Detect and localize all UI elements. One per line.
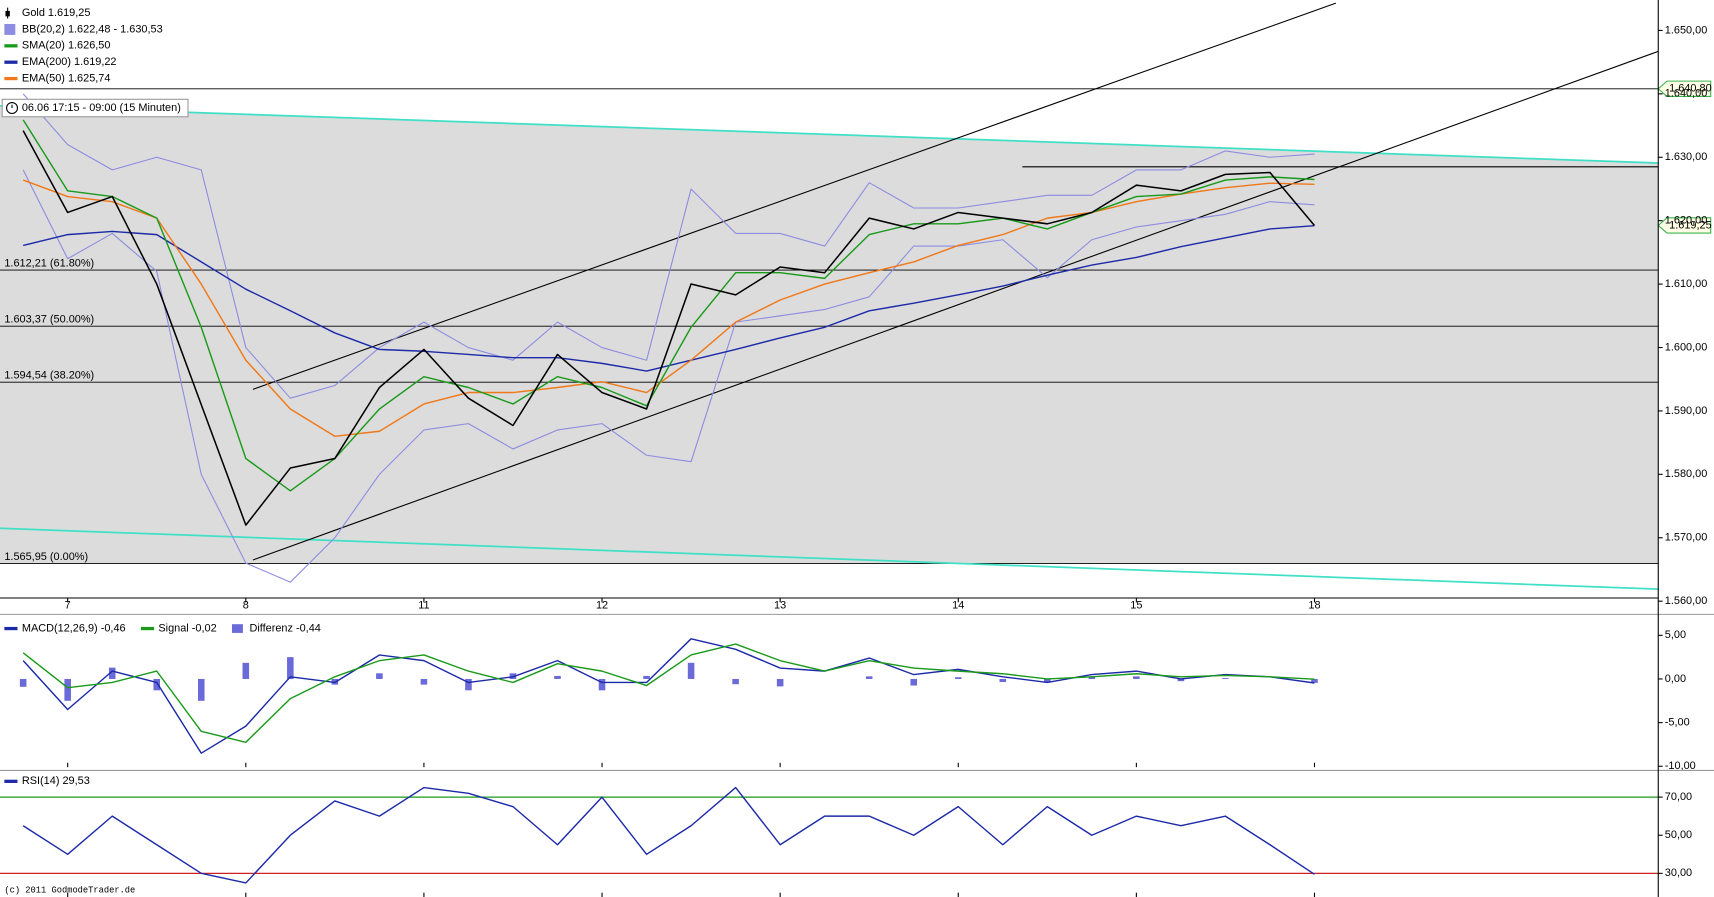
- legend-swatch: [5, 10, 10, 17]
- legend-swatch: [4, 76, 18, 81]
- histogram-bar: [954, 677, 962, 679]
- histogram-bar: [242, 662, 250, 679]
- legend-swatch: [4, 779, 18, 783]
- legend-swatch: [231, 624, 243, 633]
- histogram-bar: [999, 678, 1007, 683]
- bollinger-upper: [22, 93, 1315, 399]
- histogram-bar: [287, 657, 294, 679]
- histogram-bar: [643, 675, 650, 679]
- y-tick-label: 1.620,00: [1665, 215, 1708, 227]
- legend-swatch: [4, 24, 16, 35]
- trend-line: [0, 105, 1659, 164]
- price-tag-label: 1.619,25: [1669, 219, 1712, 231]
- histogram-bar: [19, 678, 27, 687]
- x-tick-label: 7: [65, 600, 71, 612]
- fib-label: 1.603,37 (50.00%): [4, 313, 94, 325]
- legend-label: Gold 1.619,25: [22, 7, 91, 19]
- legend-label: EMA(50) 1.625,74: [22, 72, 111, 84]
- legend-label: RSI(14) 29,53: [22, 775, 90, 787]
- fib-label: 1.594,54 (38.20%): [4, 369, 94, 381]
- price-tag: [1657, 80, 1712, 97]
- histogram-bar: [865, 676, 873, 679]
- trend-line: [252, 2, 1337, 390]
- legend-label: SMA(20) 1.626,50: [22, 40, 111, 52]
- x-tick-label: 18: [1308, 600, 1320, 612]
- histogram-bar: [598, 678, 606, 691]
- copyright: (c) 2011 GodmodeTrader.de: [4, 886, 135, 896]
- histogram-bar: [732, 678, 739, 685]
- y-tick-label: 1.630,00: [1665, 151, 1708, 163]
- channel-fill: [0, 105, 1659, 564]
- y-tick-label: 70,00: [1665, 791, 1692, 803]
- histogram-bar: [1311, 678, 1318, 683]
- clock-icon: [6, 102, 19, 115]
- histogram-bar: [465, 678, 472, 691]
- legend-swatch: [140, 626, 155, 631]
- trend-line: [0, 527, 1659, 590]
- x-tick-label: 8: [243, 600, 249, 612]
- y-tick-label: 1.570,00: [1665, 532, 1708, 544]
- legend-swatch: [4, 44, 18, 48]
- fib-label: 1.612,21 (61.80%): [4, 257, 94, 269]
- y-tick-label: 1.590,00: [1665, 405, 1708, 417]
- legend-label: BB(20,2) 1.622,48 - 1.630,53: [22, 23, 163, 35]
- price-line: [22, 130, 1316, 526]
- x-tick-label: 15: [1130, 600, 1142, 612]
- y-tick-label: 1.580,00: [1665, 468, 1708, 480]
- y-tick-label: 0,00: [1665, 673, 1686, 685]
- histogram-bar: [687, 662, 695, 679]
- legend-label: MACD(12,26,9) -0,46: [22, 622, 126, 634]
- legend-label: Signal -0,02: [158, 622, 216, 634]
- bollinger-lower: [22, 169, 1315, 583]
- y-tick-label: -5,00: [1665, 717, 1690, 729]
- fib-label: 1.565,95 (0.00%): [4, 551, 88, 563]
- y-tick-label: 1.600,00: [1665, 341, 1708, 353]
- y-tick-label: 50,00: [1665, 829, 1692, 841]
- x-tick-label: 11: [418, 600, 429, 612]
- y-tick-label: 1.560,00: [1665, 595, 1708, 607]
- trend-line: [252, 50, 1659, 561]
- histogram-bar: [1044, 678, 1051, 683]
- histogram-bar: [1088, 676, 1096, 679]
- indicator-line: [22, 786, 1315, 884]
- moving-average: [22, 179, 1315, 437]
- legend-label: Differenz -0,44: [249, 622, 320, 634]
- histogram-bar: [1133, 676, 1140, 679]
- legend-label: EMA(200) 1.619,22: [22, 56, 117, 68]
- x-tick-label: 14: [952, 600, 964, 612]
- y-tick-label: 1.650,00: [1665, 24, 1708, 36]
- histogram-bar: [910, 678, 918, 686]
- moving-average: [22, 119, 1315, 492]
- range-box: 06.06 17:15 - 09:00 (15 Minuten): [1, 98, 189, 118]
- histogram-bar: [1222, 678, 1229, 679]
- histogram-bar: [376, 673, 383, 679]
- histogram-bar: [554, 675, 561, 679]
- x-tick-label: 13: [774, 600, 786, 612]
- y-tick-label: 1.610,00: [1665, 278, 1708, 290]
- histogram-bar: [420, 678, 428, 685]
- histogram-bar: [64, 678, 71, 701]
- histogram-bar: [776, 678, 784, 687]
- x-tick-label: 12: [596, 600, 608, 612]
- indicator-line: [22, 638, 1315, 754]
- histogram-bar: [1177, 678, 1185, 682]
- y-tick-label: 30,00: [1665, 867, 1692, 879]
- y-tick-label: -10,00: [1665, 760, 1696, 772]
- histogram-bar: [197, 678, 205, 701]
- price-tag-label: 1.640,80: [1669, 83, 1712, 95]
- y-tick-label: 1.640,00: [1665, 88, 1708, 100]
- indicator-line: [22, 643, 1315, 743]
- legend-swatch: [4, 626, 18, 631]
- legend-swatch: [4, 60, 18, 64]
- range-frame: [1, 98, 189, 118]
- range-label: 06.06 17:15 - 09:00 (15 Minuten): [22, 102, 181, 114]
- y-tick-label: 5,00: [1665, 629, 1686, 641]
- histogram-bar: [153, 678, 161, 691]
- price-tag: [1657, 217, 1712, 234]
- histogram-bar: [108, 667, 116, 679]
